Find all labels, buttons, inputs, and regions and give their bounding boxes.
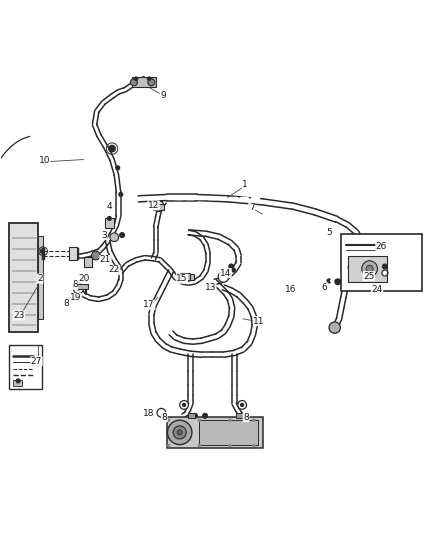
Bar xyxy=(77,284,88,289)
Text: 15: 15 xyxy=(176,274,187,283)
Circle shape xyxy=(153,201,164,212)
Text: 8: 8 xyxy=(243,413,249,422)
Text: 23: 23 xyxy=(13,311,25,320)
Bar xyxy=(348,256,387,282)
Circle shape xyxy=(107,216,112,221)
Circle shape xyxy=(334,278,341,285)
Circle shape xyxy=(252,444,256,447)
Bar xyxy=(132,77,155,87)
Text: 10: 10 xyxy=(39,156,50,165)
Text: 20: 20 xyxy=(78,274,89,283)
Circle shape xyxy=(202,413,208,419)
Circle shape xyxy=(148,79,155,86)
Text: 4: 4 xyxy=(107,202,113,211)
Bar xyxy=(180,273,190,280)
Circle shape xyxy=(182,403,186,407)
Text: 19: 19 xyxy=(70,294,81,302)
Text: 9: 9 xyxy=(160,91,166,100)
Bar xyxy=(152,204,163,210)
Circle shape xyxy=(115,165,120,171)
Circle shape xyxy=(198,444,201,447)
Text: 25: 25 xyxy=(363,272,374,280)
Circle shape xyxy=(118,192,124,197)
Text: 6: 6 xyxy=(322,283,328,292)
Text: 22: 22 xyxy=(109,265,120,274)
Circle shape xyxy=(330,279,333,282)
Bar xyxy=(237,413,243,418)
Bar xyxy=(13,381,21,386)
Circle shape xyxy=(134,77,138,80)
Text: 5: 5 xyxy=(326,228,332,237)
Circle shape xyxy=(382,263,388,270)
Circle shape xyxy=(173,426,186,439)
Circle shape xyxy=(167,444,170,447)
Circle shape xyxy=(366,265,373,272)
Circle shape xyxy=(383,271,387,275)
Text: 11: 11 xyxy=(254,317,265,326)
Text: 18: 18 xyxy=(142,409,154,418)
Bar xyxy=(188,413,195,418)
Circle shape xyxy=(231,268,236,272)
Circle shape xyxy=(92,251,100,260)
Bar xyxy=(84,257,92,266)
Bar xyxy=(166,417,263,448)
Circle shape xyxy=(131,79,138,86)
Bar xyxy=(105,219,114,228)
Text: 12: 12 xyxy=(148,201,159,210)
Text: 16: 16 xyxy=(285,285,297,294)
Circle shape xyxy=(228,444,232,447)
Text: 14: 14 xyxy=(220,269,231,278)
Circle shape xyxy=(157,408,166,417)
Circle shape xyxy=(326,278,332,284)
Circle shape xyxy=(252,418,256,422)
Bar xyxy=(10,223,38,332)
Circle shape xyxy=(39,248,45,254)
Text: 13: 13 xyxy=(205,283,216,292)
Text: 8: 8 xyxy=(72,280,78,289)
Circle shape xyxy=(177,430,182,435)
Circle shape xyxy=(348,261,360,273)
Circle shape xyxy=(76,286,81,290)
Text: 2: 2 xyxy=(37,274,43,283)
Circle shape xyxy=(167,420,192,445)
Bar xyxy=(10,345,42,389)
Circle shape xyxy=(73,283,84,294)
Circle shape xyxy=(167,418,170,422)
Text: 26: 26 xyxy=(376,243,387,252)
Circle shape xyxy=(119,232,125,238)
Circle shape xyxy=(329,322,340,333)
Text: 21: 21 xyxy=(100,255,111,264)
Circle shape xyxy=(15,378,21,384)
Bar xyxy=(184,274,194,280)
Circle shape xyxy=(192,413,198,419)
Circle shape xyxy=(94,253,98,258)
Circle shape xyxy=(362,261,378,277)
Circle shape xyxy=(148,77,151,80)
Circle shape xyxy=(228,263,234,270)
Text: 3: 3 xyxy=(101,231,107,239)
Bar xyxy=(199,420,258,445)
Circle shape xyxy=(108,144,116,152)
Circle shape xyxy=(218,272,229,282)
Bar xyxy=(69,247,77,260)
Bar xyxy=(341,234,422,290)
Text: 1: 1 xyxy=(242,180,248,189)
Circle shape xyxy=(238,400,247,409)
Circle shape xyxy=(240,403,244,407)
Circle shape xyxy=(198,418,201,422)
Text: 8: 8 xyxy=(64,299,69,308)
Text: 17: 17 xyxy=(143,301,155,310)
Circle shape xyxy=(110,233,119,241)
Text: 24: 24 xyxy=(371,285,383,294)
Bar xyxy=(38,236,43,319)
Circle shape xyxy=(228,418,232,422)
Text: 8: 8 xyxy=(162,413,167,422)
Circle shape xyxy=(180,400,188,409)
Text: 7: 7 xyxy=(249,203,254,212)
Text: 27: 27 xyxy=(31,357,42,366)
